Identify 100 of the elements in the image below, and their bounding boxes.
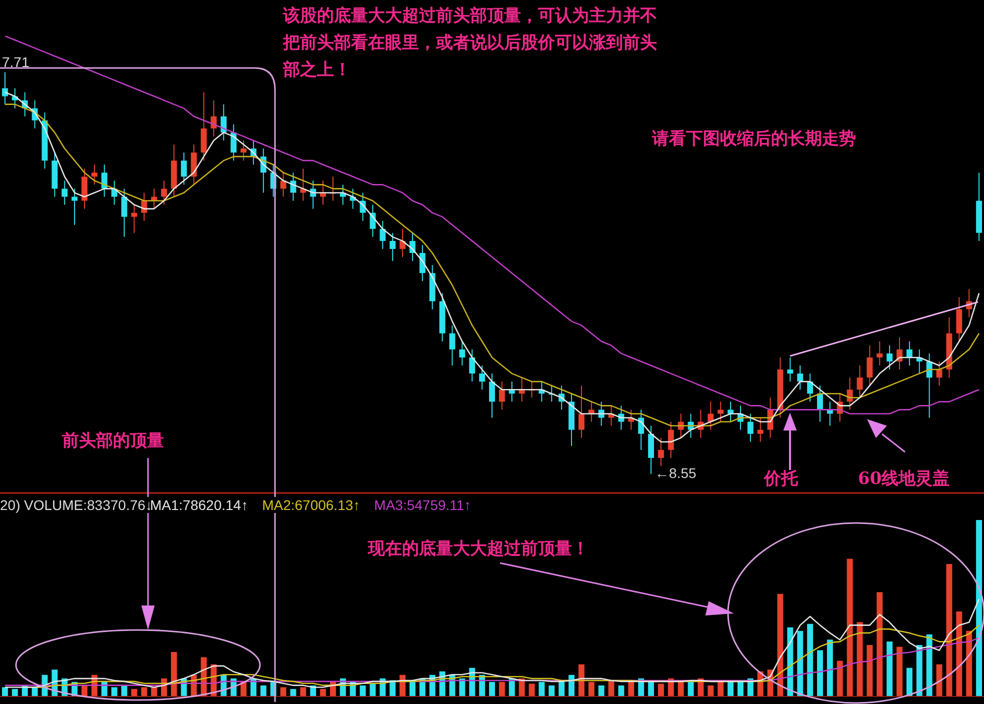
bar bbox=[489, 682, 495, 696]
bar bbox=[826, 640, 833, 696]
bar bbox=[280, 687, 286, 696]
bar bbox=[360, 685, 366, 696]
bar bbox=[926, 634, 932, 696]
candlestick bbox=[807, 373, 814, 402]
annotation: 现在的底量大大超过前顶量！ bbox=[368, 538, 589, 561]
bar bbox=[817, 650, 823, 696]
bar bbox=[936, 664, 942, 696]
bar bbox=[836, 660, 843, 696]
candlestick bbox=[886, 344, 893, 370]
candlestick bbox=[757, 417, 764, 442]
bar bbox=[250, 678, 256, 696]
candlestick bbox=[161, 180, 167, 206]
candlestick bbox=[797, 365, 804, 390]
bar bbox=[718, 682, 724, 696]
text: VOLUME:83370.76↓ bbox=[24, 497, 152, 513]
annotation: 请看下图收缩后的长期走势 bbox=[652, 128, 856, 151]
bar bbox=[787, 627, 794, 696]
bar bbox=[966, 630, 972, 696]
candlestick bbox=[220, 104, 227, 141]
bar bbox=[260, 685, 266, 696]
bar bbox=[866, 644, 873, 696]
bar bbox=[390, 680, 396, 696]
text: MA1:78620.14↑ bbox=[150, 497, 248, 513]
candlestick bbox=[121, 188, 128, 238]
bar bbox=[538, 682, 545, 696]
candlestick bbox=[479, 365, 486, 390]
text: 7.71 bbox=[2, 54, 30, 70]
bar bbox=[846, 558, 853, 696]
bar bbox=[648, 682, 654, 696]
bar bbox=[508, 678, 515, 696]
bar bbox=[886, 641, 893, 696]
bar bbox=[608, 680, 614, 696]
candlestick bbox=[728, 401, 734, 422]
bar bbox=[528, 684, 535, 696]
bar bbox=[956, 612, 962, 696]
annotation: 该股的底量大大超过前头部顶量，可认为主力并不把前头部看在眼里，或者说以后股价可以涨到前头部之上！ bbox=[283, 5, 658, 82]
bar bbox=[151, 687, 158, 696]
bar bbox=[300, 687, 306, 696]
bar bbox=[558, 682, 565, 696]
bar bbox=[131, 688, 138, 696]
annotation: ←8.55 bbox=[655, 464, 696, 481]
candlestick bbox=[400, 228, 406, 258]
bar bbox=[498, 682, 505, 696]
candlestick bbox=[240, 140, 246, 162]
bar bbox=[738, 682, 744, 696]
bar bbox=[628, 682, 634, 696]
annotation: 前头部的顶量 bbox=[62, 430, 164, 453]
candlestick bbox=[131, 204, 138, 234]
candlestick bbox=[180, 152, 187, 186]
candlestick bbox=[787, 356, 794, 382]
bar bbox=[896, 646, 902, 696]
bar bbox=[170, 652, 177, 696]
bar bbox=[568, 674, 574, 696]
candlestick bbox=[906, 340, 912, 366]
candlestick bbox=[390, 232, 396, 262]
bar bbox=[400, 674, 406, 696]
bar bbox=[320, 688, 326, 696]
bar bbox=[876, 592, 883, 696]
bar bbox=[708, 685, 714, 696]
candlestick bbox=[62, 180, 68, 206]
bar bbox=[410, 682, 416, 696]
annotation: 价托 bbox=[764, 468, 798, 491]
candlestick bbox=[380, 220, 386, 250]
bar bbox=[578, 664, 584, 696]
bar bbox=[290, 688, 296, 696]
candlestick bbox=[658, 437, 664, 466]
candlestick bbox=[2, 72, 8, 105]
candlestick bbox=[91, 164, 98, 186]
bar bbox=[548, 685, 555, 696]
candlestick bbox=[578, 385, 584, 438]
bar bbox=[2, 687, 8, 696]
bar bbox=[518, 678, 525, 696]
bar bbox=[946, 564, 952, 696]
candlestick bbox=[72, 188, 78, 226]
candlestick bbox=[230, 124, 237, 162]
candlestick bbox=[876, 340, 883, 366]
candlestick bbox=[638, 409, 644, 450]
candlestick bbox=[856, 365, 863, 398]
candlestick bbox=[718, 401, 724, 422]
candlestick bbox=[489, 373, 495, 418]
bar bbox=[598, 685, 604, 696]
candlestick bbox=[708, 401, 714, 430]
bar bbox=[807, 624, 814, 696]
text: MA2:67006.13↑ bbox=[262, 497, 360, 513]
bar bbox=[906, 668, 912, 696]
bar bbox=[240, 682, 246, 696]
candlestick bbox=[280, 172, 286, 198]
bar bbox=[916, 644, 922, 696]
bar bbox=[141, 687, 148, 696]
bar bbox=[12, 688, 18, 696]
candlestick bbox=[668, 421, 674, 458]
text: MA3:54759.11↑ bbox=[374, 497, 472, 513]
candlestick bbox=[449, 324, 456, 366]
bar bbox=[82, 685, 88, 696]
bar bbox=[459, 678, 466, 696]
bar bbox=[976, 520, 982, 696]
bar bbox=[588, 682, 594, 696]
bar bbox=[618, 685, 624, 696]
